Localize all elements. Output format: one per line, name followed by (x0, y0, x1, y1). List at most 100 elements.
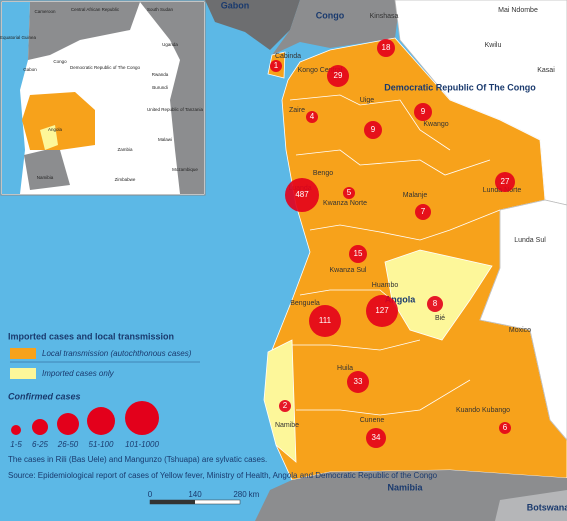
case-bubble (364, 121, 382, 139)
case-count: 2 (283, 401, 288, 410)
zambia-land (479, 199, 567, 441)
scale-label: 140 (188, 490, 202, 499)
case-count: 29 (334, 71, 343, 80)
country-label: Botswana (527, 502, 567, 512)
region-label: Cunene (360, 417, 385, 424)
inset-east (140, 2, 204, 194)
legend-title: Confirmed cases (8, 391, 81, 401)
case-bubble (306, 111, 318, 123)
legend-class: 51-100 (89, 440, 114, 449)
case-bubble (309, 305, 341, 337)
inset-label: Namibia (37, 175, 54, 180)
region-label: Moxico (509, 327, 531, 334)
namibia-land (255, 470, 567, 521)
region-label: Namibe (275, 422, 299, 429)
country-label: Gabon (221, 0, 250, 10)
region-label: Kwanza Norte (323, 200, 367, 207)
inset-label: Burundi (152, 85, 168, 90)
case-bubble (495, 172, 515, 192)
region-label: Benguela (290, 300, 320, 307)
region-label: Kwilu (485, 42, 502, 49)
region-label: Cabinda (275, 53, 301, 60)
country-label: Congo (316, 10, 345, 20)
region-label: Kuando Kubango (456, 407, 510, 414)
inset-north (28, 2, 140, 60)
legend-label: Imported cases only (42, 369, 115, 378)
legend-bubble (11, 425, 21, 435)
case-bubble (366, 428, 386, 448)
case-count: 127 (375, 306, 389, 315)
inset-label: Angola (48, 127, 63, 132)
legend-class: 6-25 (32, 440, 49, 449)
region-label: Malanje (403, 192, 428, 199)
inset-label: Zimbabwe (115, 177, 136, 182)
case-count: 4 (310, 112, 315, 121)
legend-swatch (10, 348, 36, 359)
region-label: Kasai (537, 67, 555, 74)
region-label: Zaire (289, 107, 305, 114)
legend-bubble (57, 413, 79, 435)
case-count: 9 (371, 125, 376, 134)
case-count: 111 (319, 316, 332, 325)
region-label: Kwango (423, 121, 448, 128)
case-count: 34 (372, 433, 381, 442)
scale-label: 280 (233, 490, 247, 499)
region-label: Uige (360, 97, 375, 104)
case-bubble (270, 60, 282, 72)
legend-title: Imported cases and local transmission (8, 331, 174, 341)
country-label: Angola (385, 294, 416, 304)
inset-ocean (2, 2, 30, 194)
inset (0, 0, 206, 196)
scale-label: 0 (148, 490, 153, 499)
case-count: 487 (295, 190, 309, 199)
legend-bubble (32, 419, 48, 435)
case-count: 15 (354, 249, 363, 258)
inset-label: Mozambique (172, 167, 198, 172)
case-bubble (349, 245, 367, 263)
case-bubble (285, 178, 319, 212)
case-count: 6 (503, 423, 508, 432)
region-label: Mai Ndombe (498, 7, 538, 14)
case-bubble (279, 400, 291, 412)
botswana-land (495, 490, 567, 521)
inset-label: Zambia (117, 147, 133, 152)
inset-label: Malawi (158, 137, 172, 142)
congo-land (272, 0, 400, 55)
case-bubble (366, 295, 398, 327)
case-count: 1 (274, 61, 279, 70)
legend-class: 101-1000 (125, 440, 159, 449)
imported-area (263, 339, 297, 463)
legend-swatch (10, 368, 36, 379)
region-label: Bengo (313, 170, 333, 177)
inset-label: Cameroon (34, 9, 56, 14)
case-count: 9 (421, 107, 426, 116)
note: The cases in Rili (Bas Uele) and Mangunz… (8, 455, 267, 464)
inset-label: Uganda (162, 42, 178, 47)
case-count: 33 (354, 377, 363, 386)
country-label: Namibia (387, 482, 423, 492)
scale-label: km (249, 490, 260, 499)
inset-label: Congo (53, 59, 67, 64)
inset-label: Central African Republic (71, 7, 120, 12)
case-bubble (499, 422, 511, 434)
country-label: Democratic Republic Of The Congo (384, 82, 536, 92)
inset-angola (22, 92, 95, 150)
inset-label: Rwanda (152, 72, 169, 77)
inset-label: Equatorial Guinea (0, 35, 37, 40)
case-bubble (415, 204, 431, 220)
legend-class: 1-5 (10, 440, 22, 449)
province-borders (289, 94, 501, 416)
legend-bubble (125, 401, 159, 435)
inset-label: Democratic Republic of The Congo (70, 65, 140, 70)
inset-namibia (24, 150, 70, 190)
case-bubble (414, 103, 432, 121)
region-label: Bié (435, 315, 445, 322)
inset-label: United Republic of Tanzania (147, 107, 203, 112)
region-label: Lunda Sul (514, 237, 546, 244)
region-label: Huambo (372, 282, 399, 289)
case-bubble (347, 371, 369, 393)
inset-label: Gabon (23, 67, 37, 72)
case-count: 27 (501, 177, 510, 186)
source: Source: Epidemiological report of cases … (8, 471, 438, 480)
